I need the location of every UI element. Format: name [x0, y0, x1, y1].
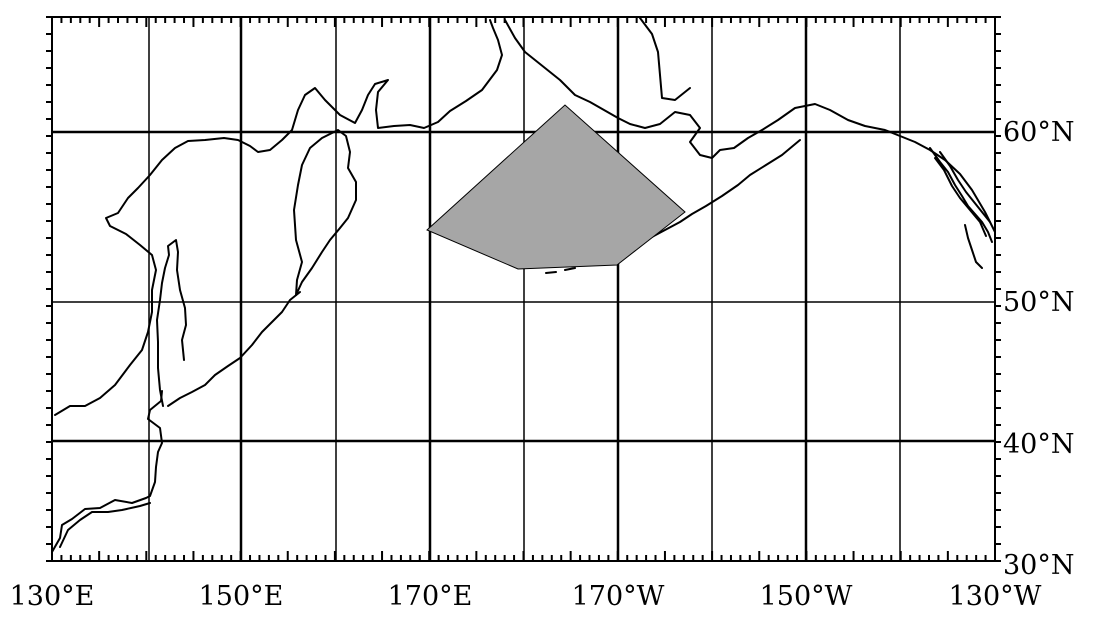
x-tick-label-150w: 150°W [760, 581, 853, 612]
x-tick-label-130e: 130°E [10, 581, 95, 612]
y-tick-label-40n: 40°N [1003, 429, 1074, 460]
coastline-sakhalin [156, 239, 187, 407]
x-tick-label-170w: 170°W [572, 581, 665, 612]
coastline-southeast-alaska [929, 147, 993, 269]
graticule [52, 17, 995, 561]
shaded-region [426, 104, 686, 270]
coastlines [51, 17, 996, 553]
y-tick-label-50n: 50°N [1003, 287, 1074, 318]
coastline-kurils [167, 291, 301, 407]
coastline-kamchatka [293, 129, 357, 296]
x-tick-label-150e: 150°E [199, 581, 284, 612]
coastline-alaska [504, 17, 996, 233]
y-tick-label-60n: 60°N [1003, 117, 1074, 148]
y-tick-label-30n: 30°N [1003, 550, 1074, 581]
coastline-japan [51, 390, 163, 553]
x-tick-label-130w: 130°W [949, 581, 1042, 612]
coastline-asia [54, 19, 503, 416]
frame-ticks [46, 16, 1001, 562]
x-tick-label-170e: 170°E [388, 581, 473, 612]
